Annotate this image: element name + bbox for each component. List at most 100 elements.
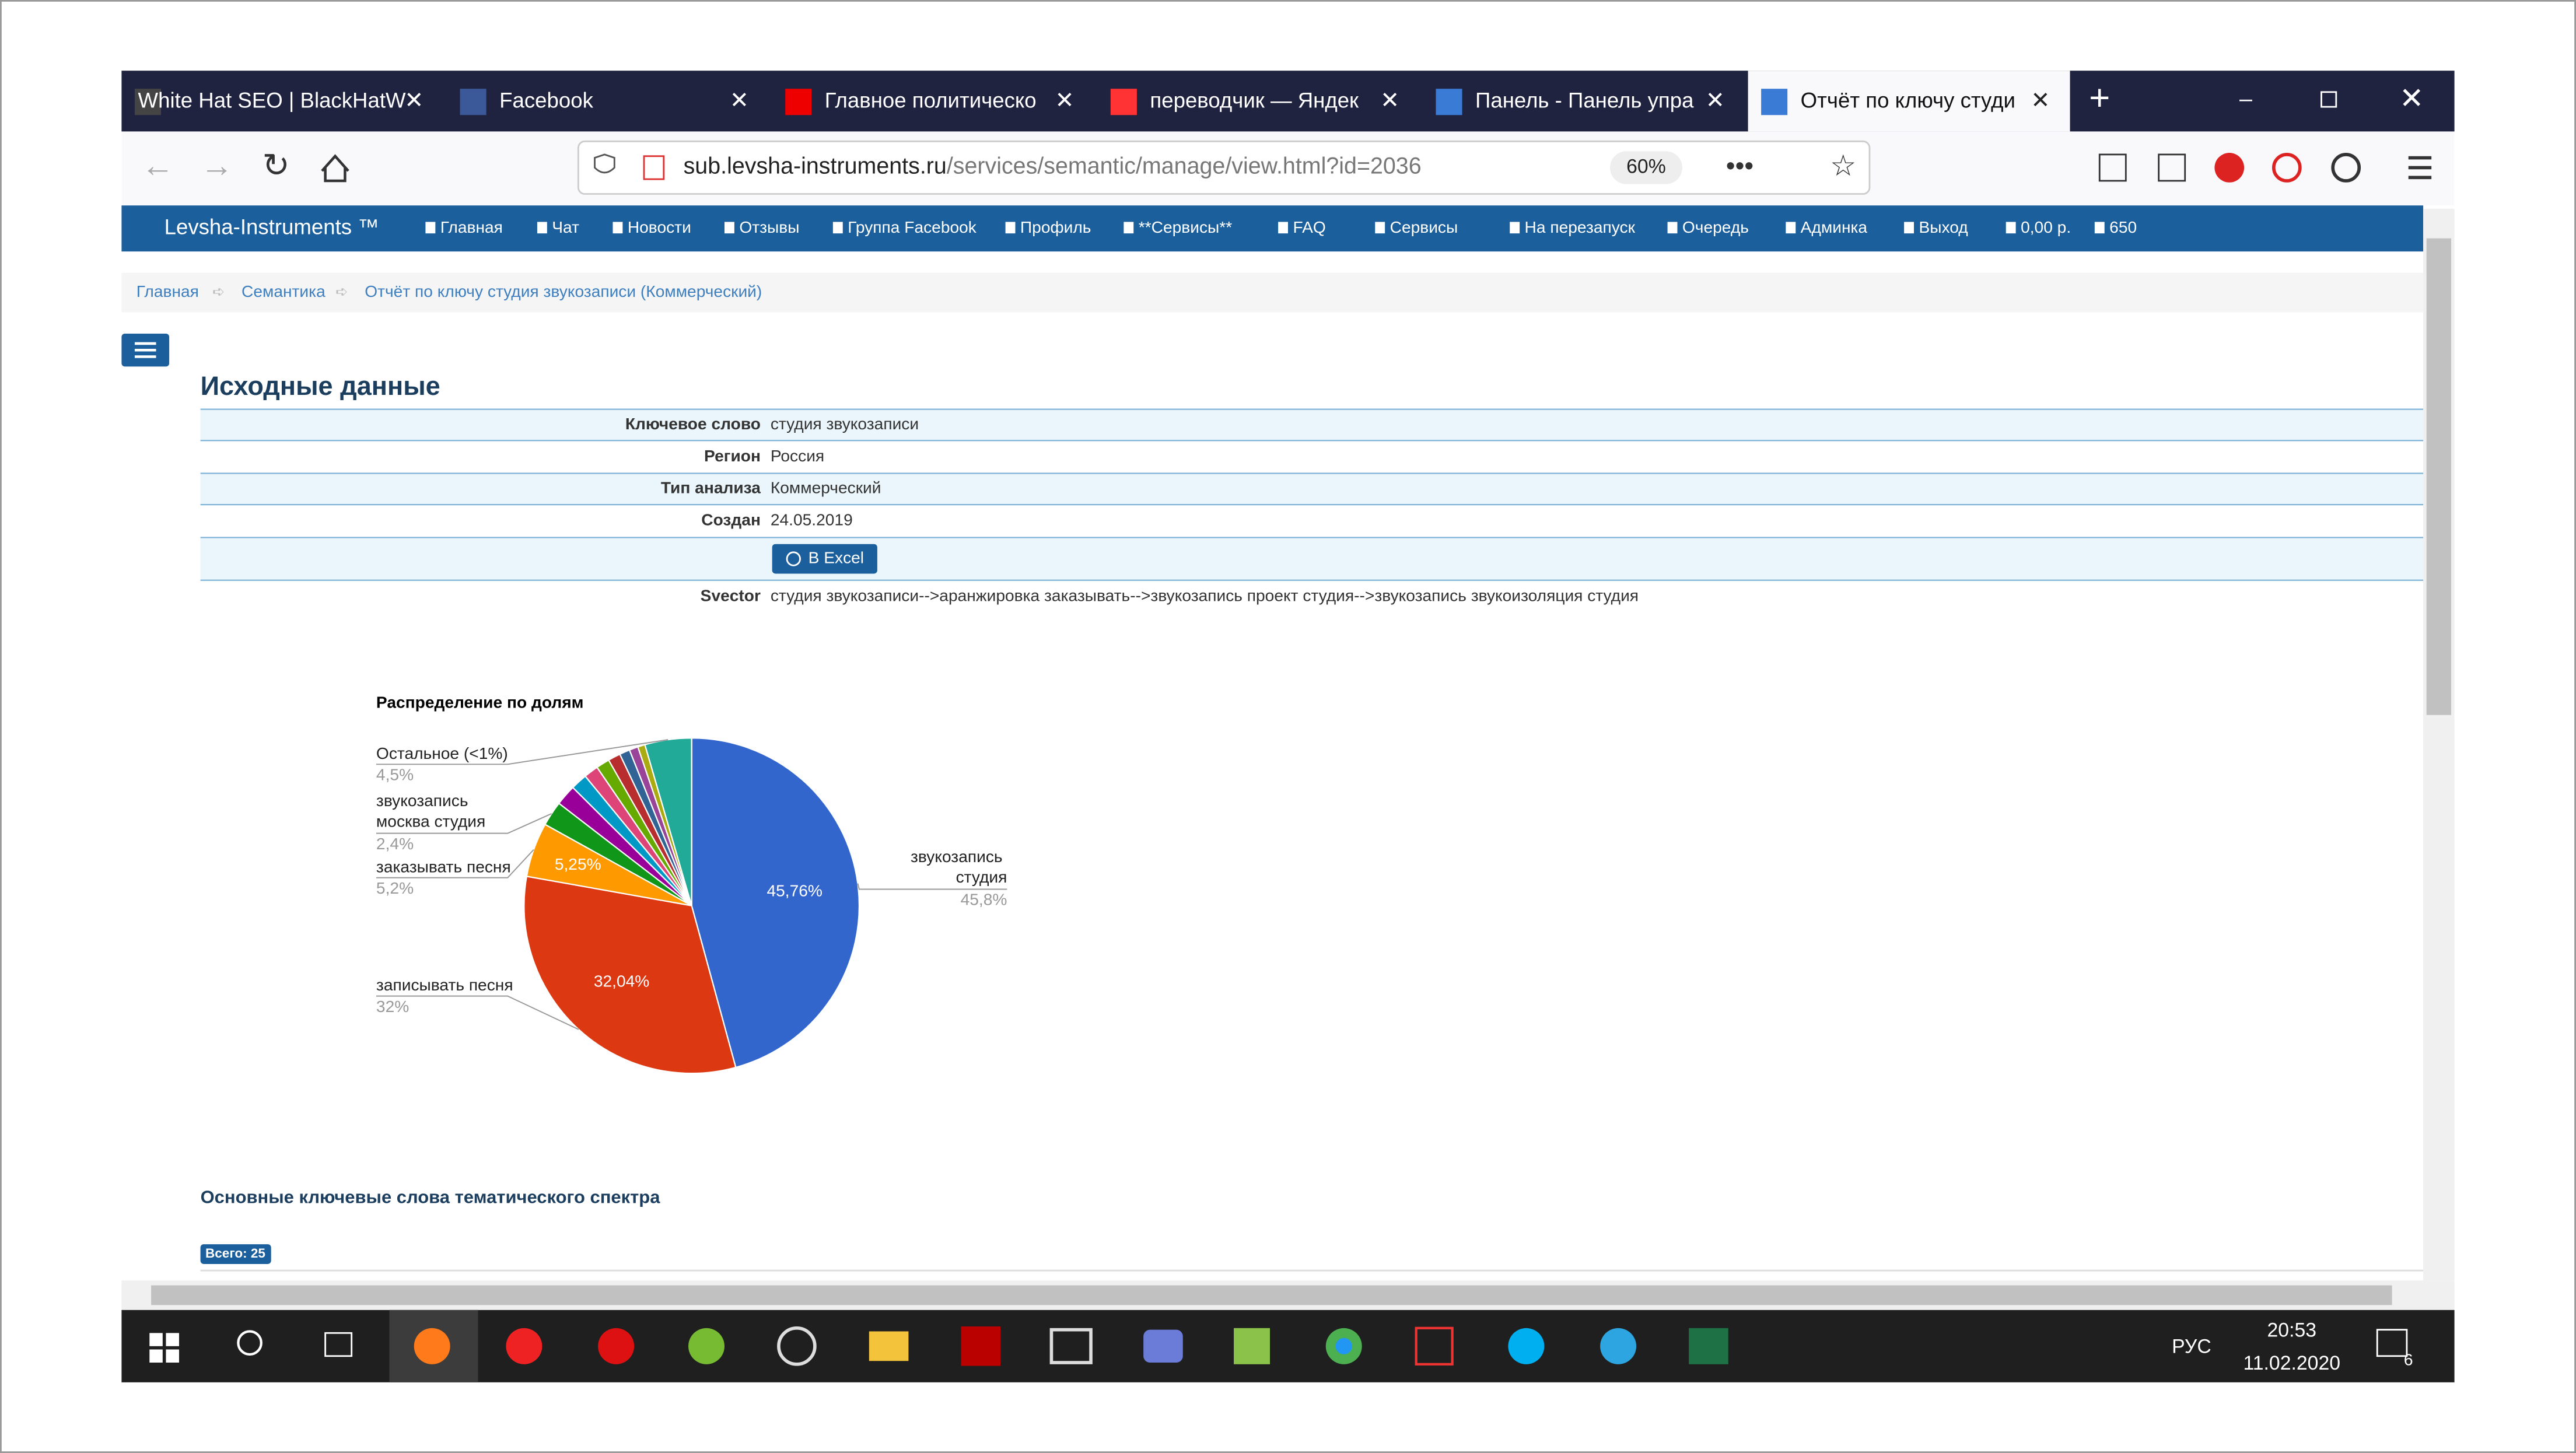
zoom-pill[interactable] bbox=[1610, 151, 1682, 184]
excel-icon bbox=[786, 551, 801, 566]
pie-slice bbox=[644, 737, 692, 906]
nav-icon bbox=[1124, 222, 1134, 234]
tab-title[interactable]: Панель - Панель упра bbox=[1475, 88, 1694, 112]
explorer-icon[interactable] bbox=[869, 1331, 909, 1361]
outer-label: Остальное (<1%) bbox=[376, 744, 508, 762]
skype-icon[interactable] bbox=[1508, 1328, 1545, 1364]
excel-button-label[interactable]: В Excel bbox=[808, 548, 864, 567]
clock-date: 11.02.2020 bbox=[2243, 1352, 2340, 1374]
nav-icon bbox=[2006, 222, 2016, 234]
nav-item[interactable]: Отзывы bbox=[739, 218, 799, 236]
search-icon[interactable] bbox=[237, 1330, 262, 1356]
yandex-icon[interactable] bbox=[506, 1328, 542, 1364]
menu-dots[interactable]: ••• bbox=[1726, 150, 1754, 180]
start-icon[interactable] bbox=[166, 1349, 179, 1363]
nav-icon bbox=[1667, 222, 1678, 234]
telegram-icon[interactable] bbox=[1600, 1328, 1637, 1364]
tab-favicon bbox=[1436, 89, 1462, 115]
library-icon[interactable] bbox=[2098, 153, 2127, 182]
tab-title[interactable]: Отчёт по ключу студи bbox=[1801, 88, 2015, 112]
home-button[interactable] bbox=[321, 154, 349, 183]
app-icon[interactable] bbox=[688, 1328, 724, 1364]
nav-item[interactable]: Профиль bbox=[1020, 218, 1091, 236]
nav-item[interactable]: Группа Facebook bbox=[848, 218, 977, 236]
new-tab[interactable]: + bbox=[2089, 78, 2110, 118]
video-icon[interactable] bbox=[1049, 1328, 1093, 1364]
notification-icon[interactable] bbox=[2376, 1329, 2408, 1357]
bookmark-star[interactable]: ☆ bbox=[1830, 149, 1856, 182]
shield-icon bbox=[594, 153, 615, 174]
tab-title[interactable]: Главное политическо bbox=[825, 88, 1037, 112]
nav-item[interactable]: 650 bbox=[2109, 218, 2137, 236]
tab-title[interactable]: Facebook bbox=[499, 88, 593, 112]
active-tab[interactable] bbox=[1748, 71, 2070, 132]
obs-icon[interactable] bbox=[777, 1326, 817, 1366]
detail-label: Svector bbox=[701, 586, 761, 604]
nav-icon bbox=[2094, 222, 2105, 234]
excel-icon[interactable] bbox=[1689, 1328, 1728, 1364]
tab-title[interactable]: переводчик — Яндек bbox=[1150, 88, 1359, 112]
nav-item[interactable]: Очередь bbox=[1682, 218, 1749, 236]
row-bg bbox=[200, 409, 2424, 441]
account-icon[interactable] bbox=[2331, 153, 2361, 183]
outer-label: звукозапись студия bbox=[911, 847, 1007, 886]
detail-value: 24.05.2019 bbox=[771, 510, 853, 529]
outer-value-label: 45,8% bbox=[961, 890, 1007, 909]
nav-icon bbox=[1904, 222, 1915, 234]
breadcrumb[interactable]: Главная bbox=[136, 282, 199, 300]
forward-button[interactable]: → bbox=[201, 146, 233, 183]
close-window[interactable]: ✕ bbox=[2399, 81, 2424, 114]
back-button[interactable]: ← bbox=[141, 146, 174, 183]
nav-item[interactable]: FAQ bbox=[1293, 218, 1325, 236]
app-icon[interactable] bbox=[1415, 1326, 1454, 1366]
outer-label-line: звукозапись bbox=[376, 792, 473, 810]
nav-item[interactable]: **Сервисы** bbox=[1139, 218, 1232, 236]
excel-button[interactable] bbox=[772, 544, 877, 574]
leader-line bbox=[376, 995, 579, 1030]
row-bg bbox=[200, 537, 2424, 580]
sidebar-icon[interactable] bbox=[2158, 153, 2186, 182]
app-icon[interactable] bbox=[1234, 1328, 1270, 1364]
scroll-thumb[interactable] bbox=[2426, 238, 2451, 715]
nav-item[interactable]: Новости bbox=[628, 218, 691, 236]
start-icon[interactable] bbox=[166, 1333, 179, 1346]
tab-title[interactable]: White Hat SEO | BlackHatW bbox=[138, 88, 406, 112]
pie-slice bbox=[523, 876, 737, 1074]
firefox-icon[interactable] bbox=[414, 1328, 450, 1364]
breadcrumb[interactable]: Семантика bbox=[242, 282, 326, 300]
hamburger-menu[interactable] bbox=[2408, 156, 2432, 180]
filezilla-icon[interactable] bbox=[961, 1326, 1001, 1366]
detail-label: Регион bbox=[704, 446, 761, 465]
h-scroll-thumb[interactable] bbox=[151, 1285, 2392, 1305]
chrome-icon[interactable] bbox=[1335, 1338, 1352, 1354]
start-icon[interactable] bbox=[149, 1333, 163, 1346]
language: РУС bbox=[2172, 1336, 2211, 1358]
leader-line bbox=[376, 739, 668, 765]
reload-button[interactable]: ↻ bbox=[262, 146, 290, 183]
restore[interactable] bbox=[2320, 91, 2337, 108]
nav-item[interactable]: На перезапуск bbox=[1525, 218, 1636, 236]
nav-item[interactable]: Главная bbox=[440, 218, 503, 236]
opera-icon[interactable] bbox=[598, 1328, 635, 1364]
nav-item[interactable]: 0,00 р. bbox=[2021, 218, 2071, 236]
brand[interactable]: Levsha-Instruments ™ bbox=[164, 215, 379, 239]
start-icon[interactable] bbox=[149, 1349, 163, 1363]
total-badge bbox=[200, 1244, 271, 1264]
url-bar[interactable] bbox=[577, 140, 1871, 195]
breadcrumb-bar bbox=[121, 272, 2424, 313]
nav-item[interactable]: Выход bbox=[1919, 218, 1968, 236]
outer-label-line: студия bbox=[956, 868, 1007, 887]
minimize[interactable]: – bbox=[2239, 86, 2252, 111]
nav-item[interactable]: Админка bbox=[1801, 218, 1868, 236]
nav-item[interactable]: Чат bbox=[552, 218, 579, 236]
task-view[interactable] bbox=[324, 1332, 353, 1357]
tab-close: ✕ bbox=[1055, 87, 1074, 113]
leader-line bbox=[857, 883, 1007, 890]
download-icon[interactable] bbox=[2272, 153, 2302, 183]
nav-item[interactable]: Сервисы bbox=[1390, 218, 1458, 236]
adblock-icon[interactable] bbox=[2214, 153, 2245, 183]
tab-close: ✕ bbox=[1380, 87, 1399, 113]
zoom-level: 60% bbox=[1626, 155, 1666, 177]
app-icon[interactable] bbox=[1143, 1329, 1183, 1363]
